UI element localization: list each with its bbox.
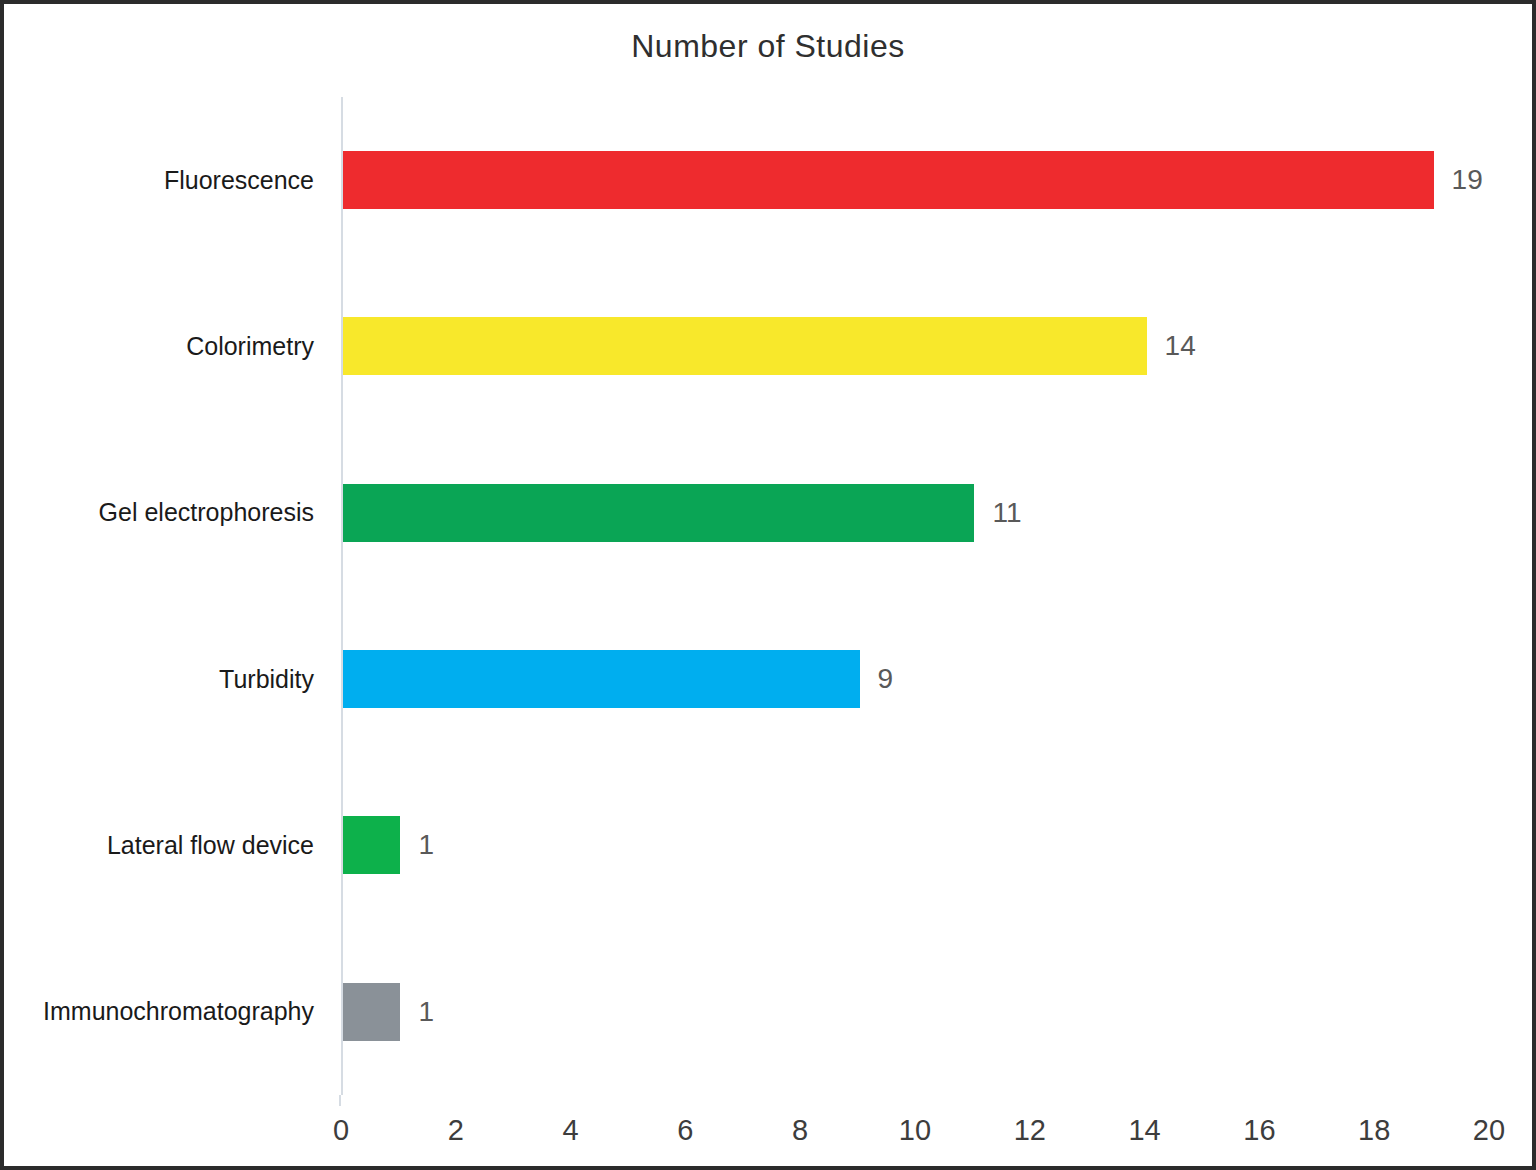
x-tick-label: 16 — [1243, 1114, 1275, 1147]
axis-tick-zero — [339, 1095, 341, 1106]
x-tick-label: 6 — [677, 1114, 693, 1147]
bar-row: 19 — [343, 97, 1491, 263]
bar-fluorescence — [343, 151, 1434, 209]
bar-value-label: 9 — [878, 650, 894, 708]
x-tick-label: 18 — [1358, 1114, 1390, 1147]
bar-immunochromatography — [343, 983, 400, 1041]
x-tick-label: 2 — [448, 1114, 464, 1147]
bar-row: 9 — [343, 596, 1491, 762]
x-tick-label: 14 — [1128, 1114, 1160, 1147]
bar-gel-electrophoresis — [343, 484, 974, 542]
bar-value-label: 11 — [992, 484, 1021, 542]
x-tick-label: 12 — [1014, 1114, 1046, 1147]
category-label: Gel electrophoresis — [4, 430, 314, 596]
chart-frame: Number of Studies FluorescenceColorimetr… — [0, 0, 1536, 1170]
bar-row: 1 — [343, 762, 1491, 928]
bar-row: 14 — [343, 263, 1491, 429]
value-axis: 0 2 4 6 8 10 12 14 16 18 20 — [4, 1114, 1532, 1160]
category-label: Immunochromatography — [4, 929, 314, 1095]
bar-turbidity — [343, 650, 860, 708]
x-tick-label: 20 — [1473, 1114, 1505, 1147]
x-tick-label: 8 — [792, 1114, 808, 1147]
x-tick-label: 10 — [899, 1114, 931, 1147]
bar-colorimetry — [343, 317, 1147, 375]
bar-row: 1 — [343, 929, 1491, 1095]
category-label: Turbidity — [4, 596, 314, 762]
category-label: Lateral flow device — [4, 762, 314, 928]
x-tick-label: 0 — [333, 1114, 349, 1147]
bar-value-label: 1 — [418, 983, 434, 1041]
bar-row: 11 — [343, 430, 1491, 596]
x-tick-label: 4 — [563, 1114, 579, 1147]
bar-value-label: 19 — [1452, 151, 1483, 209]
plot-area: 191411911 — [341, 97, 1491, 1095]
bar-value-label: 1 — [418, 816, 434, 874]
chart-title: Number of Studies — [4, 28, 1532, 65]
category-axis: FluorescenceColorimetryGel electrophores… — [4, 97, 314, 1095]
category-label: Colorimetry — [4, 263, 314, 429]
bar-value-label: 14 — [1165, 317, 1196, 375]
bar-lateral-flow-device — [343, 816, 400, 874]
category-label: Fluorescence — [4, 97, 314, 263]
